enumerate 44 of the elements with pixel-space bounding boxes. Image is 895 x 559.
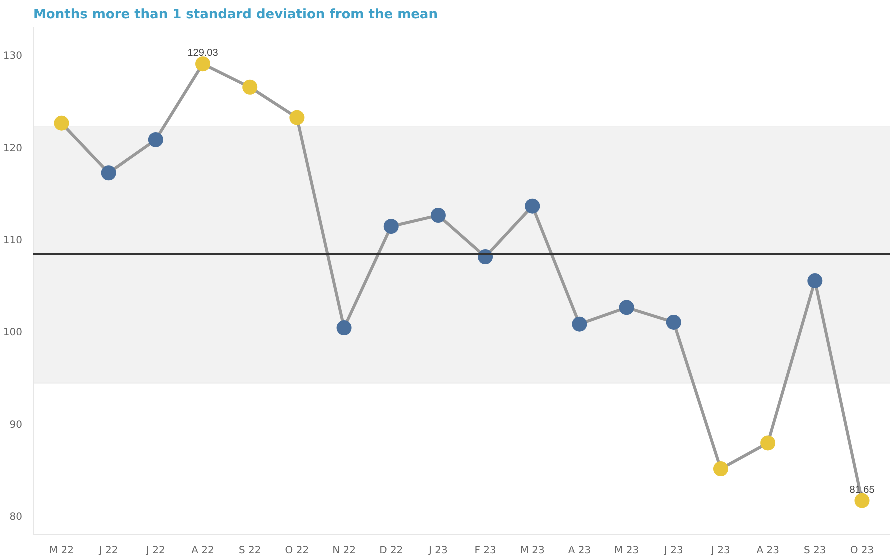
x-tick-label: J 22 [146, 546, 166, 556]
point [242, 80, 258, 95]
x-tick-label: M 23 [614, 546, 640, 556]
x-tick-label: D 22 [380, 546, 404, 556]
point [148, 132, 164, 148]
point [525, 198, 540, 214]
x-tick-label: J 23 [428, 546, 448, 556]
point [760, 436, 776, 451]
x-tick-label: F 23 [474, 546, 496, 556]
point [808, 274, 823, 288]
chart-title: Months more than 1 standard deviation from the mean [34, 8, 438, 22]
point [713, 462, 728, 477]
x-tick-label: O 23 [850, 546, 874, 556]
point [430, 208, 446, 224]
point [854, 493, 870, 508]
x-tick-label: J 23 [710, 546, 730, 556]
y-tick-label: 110 [3, 236, 23, 247]
x-tick-label: J 22 [98, 546, 118, 556]
x-tick-label: O 22 [285, 546, 310, 556]
x-tick-label: A 22 [192, 546, 214, 556]
x-tick-label: S 22 [238, 546, 262, 556]
point [572, 316, 588, 332]
x-tick-label: M 23 [520, 546, 545, 556]
x-tick-label: A 23 [756, 546, 780, 556]
point [196, 56, 211, 72]
point [384, 219, 399, 234]
point [336, 320, 352, 336]
point [290, 110, 305, 126]
y-tick-label: 90 [10, 420, 23, 431]
x-tick-label: M 22 [49, 546, 74, 556]
x-tick-label: J 23 [663, 546, 684, 556]
x-tick-label: S 23 [804, 546, 826, 556]
y-tick-label: 130 [3, 51, 23, 62]
x-tick-label: N 22 [332, 546, 356, 556]
y-tick-label: 80 [10, 512, 23, 524]
y-tick-label: 100 [3, 328, 23, 339]
y-tick-label: 120 [3, 143, 23, 154]
data-label: 81.65 [850, 484, 876, 496]
x-tick-label: A 23 [568, 546, 592, 556]
point [54, 116, 70, 131]
point [619, 300, 634, 316]
point [101, 166, 116, 181]
point [666, 314, 682, 330]
data-label: 129.03 [188, 48, 219, 60]
